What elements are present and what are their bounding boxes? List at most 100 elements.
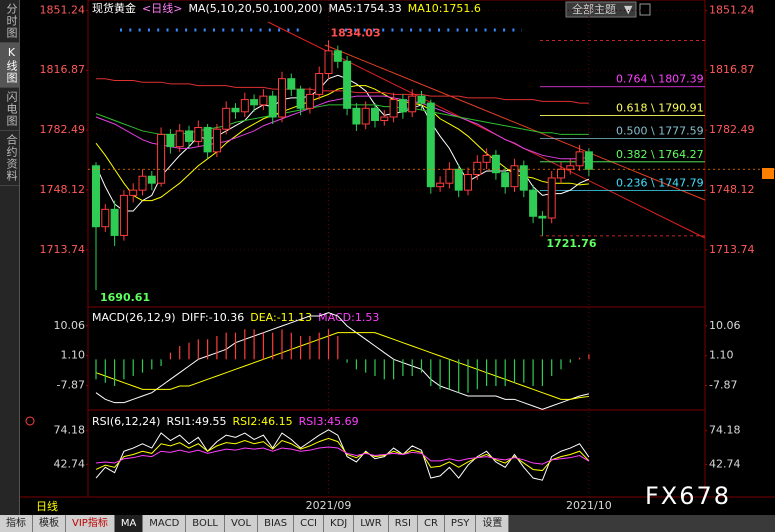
- candle-body: [268, 95, 277, 118]
- candle-body: [436, 182, 445, 188]
- price-flag: [762, 168, 774, 179]
- y-tick-label: 1.10: [709, 349, 734, 362]
- candle-body: [538, 215, 547, 219]
- y-tick-label: 42.74: [709, 457, 741, 470]
- candle-body: [491, 154, 500, 174]
- fib-label: 0.500 \ 1777.59: [616, 125, 704, 138]
- y-tick-label: 1.10: [61, 349, 86, 362]
- toolbar-button[interactable]: 指标: [0, 515, 33, 532]
- toolbar-button[interactable]: 设置: [476, 515, 510, 532]
- legend-text: MACD(26,12,9): [92, 311, 176, 324]
- legend-text: DEA:-11.13: [250, 311, 312, 324]
- indicator-line: [95, 429, 590, 481]
- y-tick-label: 1851.24: [709, 3, 755, 16]
- candle-body: [203, 126, 212, 153]
- y-tick-label: 1782.49: [40, 123, 86, 136]
- candle-body: [138, 175, 147, 191]
- candle-body: [408, 95, 417, 113]
- candle-body: [296, 88, 305, 109]
- legend-text: <日线>: [142, 1, 182, 15]
- candle-body: [212, 128, 221, 153]
- toolbar-button[interactable]: MA: [114, 515, 144, 532]
- candle-body: [473, 161, 482, 175]
- y-tick-label: 1713.74: [709, 243, 755, 256]
- toolbar-button[interactable]: CCI: [294, 515, 325, 532]
- toolbar-button[interactable]: MACD: [143, 515, 187, 532]
- candle-body: [584, 151, 593, 170]
- sidebar: 分时图 K线图 闪电图 合约资料: [0, 0, 20, 515]
- candle-body: [510, 165, 519, 188]
- candle-body: [110, 208, 119, 236]
- toolbar-button[interactable]: BOLL: [186, 515, 225, 532]
- toolbar-button[interactable]: VIP指标: [66, 515, 115, 532]
- legend-text: 现货黄金: [92, 1, 136, 15]
- legend-text: MA5:1754.33: [329, 2, 402, 15]
- sidebar-tab[interactable]: 合约资料: [0, 131, 19, 186]
- candle-body: [464, 173, 472, 191]
- candle-body: [519, 165, 528, 191]
- fib-label: 0.236 \ 1747.79: [616, 177, 704, 190]
- fib-label: 0.764 \ 1807.39: [616, 73, 704, 86]
- candle-body: [557, 168, 565, 179]
- legend-text: RSI3:45.69: [299, 415, 359, 428]
- y-tick-label: 1816.87: [709, 63, 755, 76]
- candle-body: [482, 154, 491, 163]
- y-tick-label: 1748.12: [709, 183, 755, 196]
- watermark: FX678: [645, 482, 731, 510]
- sidebar-tab[interactable]: K线图: [0, 43, 19, 88]
- legend-text: DIFF:-10.36: [182, 311, 245, 324]
- dropdown-arrow[interactable]: ▼: [624, 3, 633, 16]
- candle-body: [157, 133, 166, 184]
- candle-body: [147, 175, 156, 184]
- y-tick-label: 1748.12: [40, 183, 86, 196]
- theme-button-label[interactable]: 全部主题: [572, 2, 616, 16]
- y-tick-label: 10.06: [54, 319, 86, 332]
- candle-body: [240, 99, 249, 113]
- toolbar-button[interactable]: VOL: [224, 515, 259, 532]
- sidebar-tab[interactable]: 分时图: [0, 0, 19, 43]
- candle-body: [222, 107, 231, 130]
- x-tick-label: 2021/10: [566, 499, 612, 512]
- sidebar-tab[interactable]: 闪电图: [0, 88, 19, 131]
- candle-body: [333, 50, 342, 62]
- icon[interactable]: [639, 3, 651, 16]
- toolbar-button[interactable]: RSI: [388, 515, 418, 532]
- indicator-line: [95, 437, 590, 472]
- candle-body: [315, 72, 324, 95]
- trend-line: [324, 44, 706, 201]
- y-tick-label: -7.87: [57, 379, 85, 392]
- candle-body: [92, 165, 100, 228]
- candle-body: [445, 168, 454, 184]
- y-tick-label: 10.06: [709, 319, 741, 332]
- toolbar-button[interactable]: LWR: [354, 515, 389, 532]
- candle-body: [287, 78, 296, 90]
- toolbar-button[interactable]: KDJ: [324, 515, 355, 532]
- legend-text: RSI1:49.55: [166, 415, 226, 428]
- toolbar-button[interactable]: 模板: [33, 515, 66, 532]
- theme-button[interactable]: [565, 1, 637, 18]
- toolbar-button[interactable]: CR: [417, 515, 445, 532]
- fib-label: 0.618 \ 1790.91: [616, 101, 704, 114]
- low-annotation: 1690.61: [100, 291, 150, 304]
- candle-body: [566, 165, 575, 170]
- candle-body: [250, 99, 259, 106]
- indicator-line: [95, 74, 590, 212]
- high-annotation: 1834.03: [331, 26, 381, 39]
- panel-icon: [25, 416, 35, 426]
- candle-body: [454, 168, 463, 191]
- y-tick-label: -7.87: [709, 379, 737, 392]
- candle-body: [101, 208, 110, 228]
- candle-body: [166, 133, 175, 148]
- candle-body: [324, 50, 333, 74]
- candle-body: [194, 126, 203, 142]
- legend-text: RSI(6,12,24): [92, 415, 160, 428]
- toolbar-button[interactable]: PSY: [444, 515, 477, 532]
- candle-body: [305, 93, 314, 109]
- indicator-line: [95, 95, 589, 160]
- candle-body: [352, 107, 361, 125]
- fib-label: 0.382 \ 1764.27: [616, 148, 704, 161]
- toolbar-button[interactable]: BIAS: [258, 515, 295, 532]
- candle-body: [231, 107, 240, 113]
- y-tick-label: 1713.74: [40, 243, 86, 256]
